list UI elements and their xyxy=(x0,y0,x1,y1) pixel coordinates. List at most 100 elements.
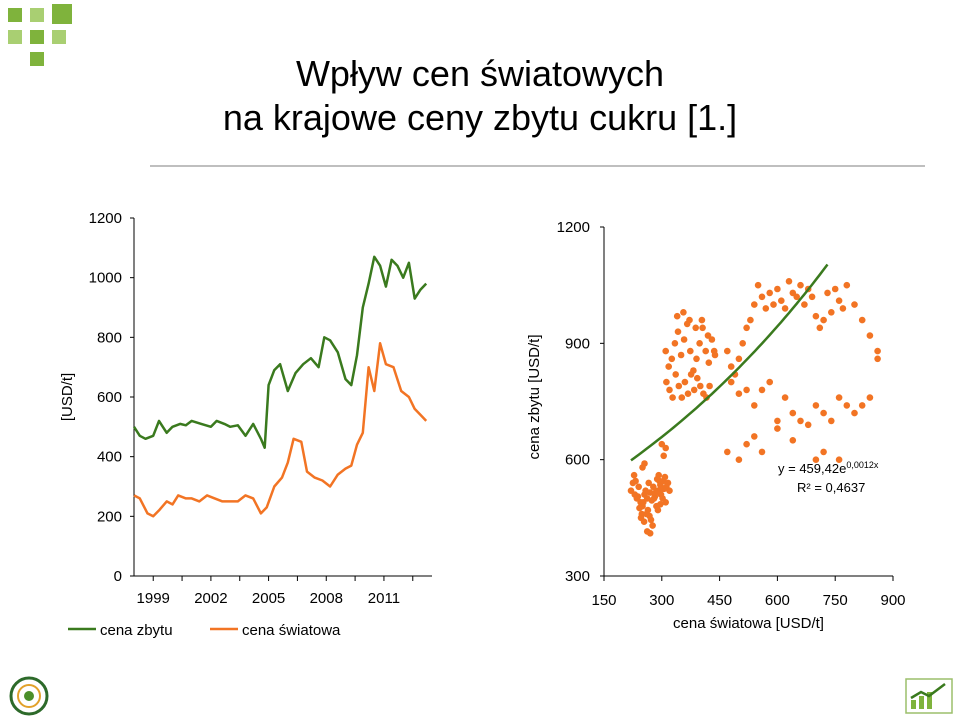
scatter-point xyxy=(820,409,827,417)
deco-square xyxy=(8,30,22,44)
footer-chart-logo xyxy=(905,678,953,714)
scatter-point xyxy=(754,281,762,289)
scatter-point xyxy=(743,324,750,332)
scatter-point xyxy=(678,394,686,401)
scatter-point xyxy=(639,464,646,471)
scatter-point xyxy=(835,297,843,305)
scatter-point xyxy=(661,473,669,481)
legend-label-world-price: cena światowa xyxy=(242,622,341,639)
scatter-point xyxy=(839,305,847,312)
scatter-point xyxy=(644,506,652,514)
scatter-point xyxy=(669,394,676,401)
scatter-point xyxy=(650,495,658,502)
scatter-point xyxy=(789,409,797,417)
scatter-point xyxy=(774,285,781,293)
scatter-point xyxy=(724,448,731,456)
scatter-point xyxy=(766,378,773,386)
scatter-point xyxy=(650,483,657,491)
scatter-point xyxy=(828,417,835,425)
scatter-point xyxy=(674,328,682,336)
right-y-tick-label: 900 xyxy=(565,335,590,352)
scatter-point xyxy=(735,355,743,363)
scatter-point xyxy=(851,409,858,417)
scatter-point xyxy=(812,312,820,320)
scatter-point xyxy=(693,355,700,363)
right-y-axis-label: cena zbytu [USD/t] xyxy=(526,334,543,459)
scatter-point xyxy=(677,351,685,359)
right-x-tick-label: 750 xyxy=(823,592,848,609)
deco-square xyxy=(30,52,44,66)
scatter-point xyxy=(797,417,804,425)
right-y-tick-label: 1200 xyxy=(557,219,590,236)
right-x-tick-label: 450 xyxy=(707,592,732,609)
scatter-point xyxy=(684,390,692,398)
left-y-tick-label: 200 xyxy=(97,508,122,525)
scatter-point xyxy=(634,493,642,500)
scatter-point xyxy=(710,347,718,355)
scatter-point xyxy=(654,506,662,514)
scatter-point xyxy=(766,289,773,297)
scatter-point xyxy=(636,504,643,512)
scatter-point xyxy=(778,297,785,305)
scatter-point xyxy=(793,293,800,301)
scatter-point xyxy=(680,309,687,316)
scatter-point xyxy=(858,402,866,409)
scatter-point xyxy=(727,363,735,370)
right-y-tick-label: 600 xyxy=(565,452,590,469)
scatter-point xyxy=(640,518,648,525)
left-x-tick-label: 2008 xyxy=(310,590,343,607)
deco-square xyxy=(52,4,72,24)
scatter-point xyxy=(665,363,672,370)
scatter-point xyxy=(735,456,743,464)
page-title: Wpływ cen światowych na krajowe ceny zby… xyxy=(110,52,850,140)
scatter-point xyxy=(801,301,808,308)
scatter-point xyxy=(874,347,881,355)
right-x-tick-label: 900 xyxy=(880,592,905,609)
scatter-point xyxy=(758,293,766,301)
scatter-point xyxy=(706,382,713,390)
scatter-point xyxy=(724,347,731,355)
scatter-point xyxy=(698,316,706,324)
scatter-point xyxy=(647,516,655,524)
scatter-point xyxy=(687,347,694,355)
right-x-tick-label: 600 xyxy=(765,592,790,609)
scatter-point xyxy=(668,355,676,363)
scatter-point xyxy=(662,347,669,355)
right-x-tick-label: 150 xyxy=(591,592,616,609)
scatter-point xyxy=(657,501,664,508)
scatter-point xyxy=(645,479,652,487)
scatter-point xyxy=(774,425,781,432)
scatter-point xyxy=(812,402,820,409)
scatter-point xyxy=(705,359,713,367)
left-y-tick-label: 800 xyxy=(97,329,122,346)
deco-square xyxy=(8,8,22,22)
scatter-point xyxy=(699,324,706,332)
scatter-point xyxy=(694,374,701,382)
left-x-tick-label: 2005 xyxy=(252,590,285,607)
scatter-point xyxy=(702,347,709,355)
scatter-point xyxy=(687,371,695,378)
scatter-point xyxy=(789,437,797,444)
deco-square xyxy=(30,30,44,44)
left-x-tick-label: 2002 xyxy=(194,590,227,607)
scatter-point xyxy=(747,316,754,324)
title-line-2: na krajowe ceny zbytu cukru [1.] xyxy=(222,97,738,138)
scatter-point xyxy=(632,477,639,485)
trendline-equation: y = 459,42e0,0012x xyxy=(778,460,879,476)
title-line-1: Wpływ cen światowych xyxy=(295,53,665,94)
scatter-point xyxy=(843,281,851,289)
scatter-point xyxy=(770,301,777,308)
scatter-point xyxy=(675,382,683,390)
left-y-axis-label: [USD/t] xyxy=(59,373,76,421)
scatter-point xyxy=(820,448,827,456)
scatter-point xyxy=(808,293,816,301)
left-y-tick-label: 1000 xyxy=(89,270,122,287)
right-x-tick-label: 300 xyxy=(649,592,674,609)
scatter-point xyxy=(686,316,693,324)
scatter-point xyxy=(866,394,874,401)
scatter-point xyxy=(671,340,679,347)
scatter-point xyxy=(692,324,699,332)
scatter-point xyxy=(751,433,758,440)
deco-square xyxy=(52,30,66,44)
